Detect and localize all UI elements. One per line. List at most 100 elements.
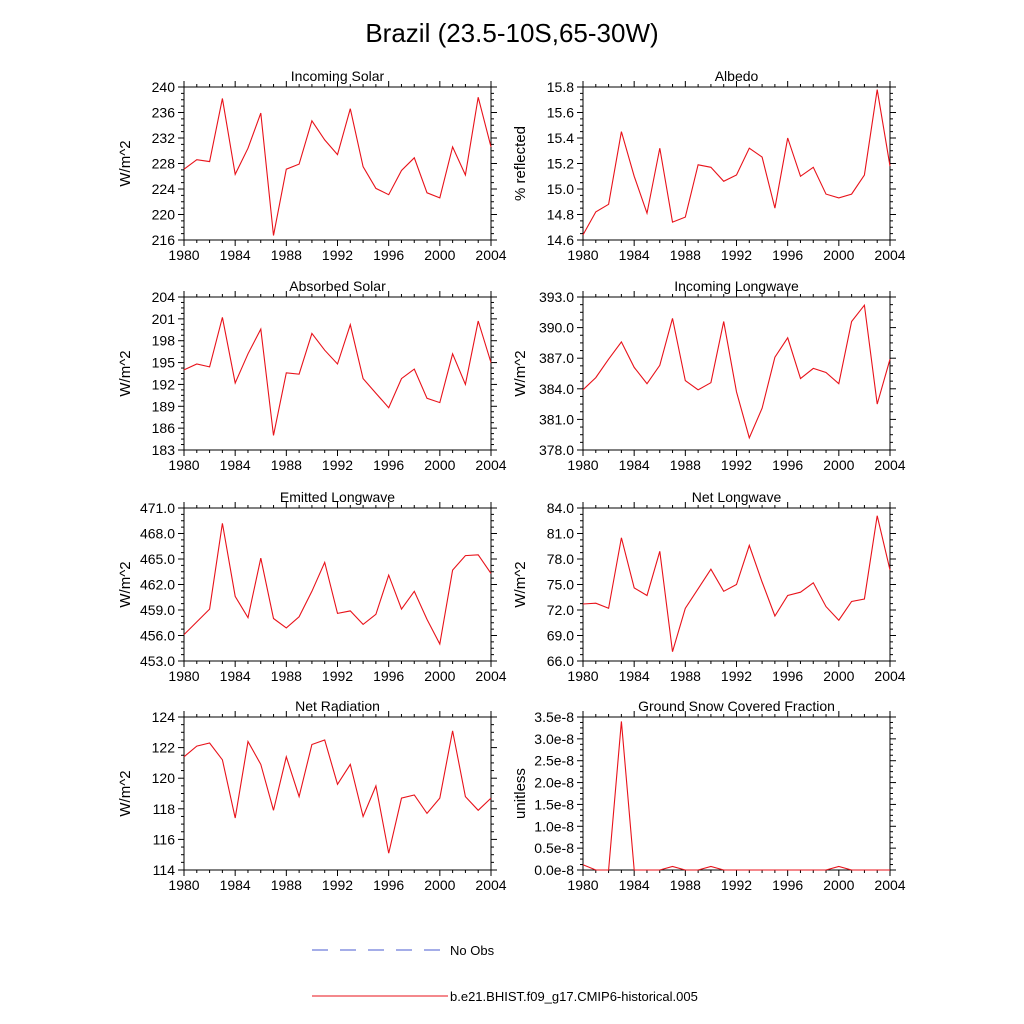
y-tick-label: 468.0 [140,526,175,542]
panel-incoming-longwave: Incoming Longwave 393.0 390.0 387.0 384.0 381… [512,278,906,473]
plot-frame [183,507,492,662]
y-tick-label: 14.8 [547,207,574,223]
x-tick-label: 1996 [373,877,404,893]
x-tick-label: 1992 [322,877,353,893]
y-tick-label: 14.6 [547,232,574,248]
x-tick-label: 2004 [475,457,506,473]
y-tick-label: 66.0 [547,653,574,669]
x-tick-label: 1980 [168,668,199,684]
y-tick-label: 0.5e-8 [534,840,574,856]
y-tick-label: 2.0e-8 [534,775,574,791]
y-axis-label: W/m^2 [117,561,134,607]
x-tick-label: 1992 [721,668,752,684]
series-line [582,89,891,236]
y-axis-label: W/m^2 [512,350,529,396]
x-tick-label: 1992 [721,247,752,263]
x-tick-label: 1996 [373,457,404,473]
y-tick-label: 122 [152,740,176,756]
y-tick-label: 118 [153,801,176,817]
x-tick-label: 1988 [271,668,302,684]
y-tick-label: 78.0 [547,551,574,567]
y-axis-label: W/m^2 [117,770,134,816]
y-tick-label: 220 [152,207,176,223]
x-tick-label: 1988 [670,247,701,263]
x-tick-label: 1980 [567,457,598,473]
x-tick-label: 1984 [220,668,251,684]
x-tick-label: 2004 [874,457,905,473]
y-tick-label: 15.0 [547,181,574,197]
y-axis-label: W/m^2 [117,350,134,396]
x-tick-label: 1980 [168,877,199,893]
y-tick-label: 124 [152,709,176,725]
x-tick-label: 1980 [567,877,598,893]
x-tick-label: 1992 [322,247,353,263]
y-tick-label: 15.2 [547,156,574,172]
legend-obs-label: No Obs [450,943,495,958]
plot-frame [582,296,891,451]
x-tick-label: 2000 [823,877,854,893]
x-tick-label: 1984 [220,457,251,473]
x-tick-label: 1980 [567,668,598,684]
plot-frame [183,86,492,241]
x-tick-label: 1988 [271,247,302,263]
y-tick-label: 201 [152,311,176,327]
y-tick-label: 120 [152,770,176,786]
x-tick-label: 2004 [475,668,506,684]
series-line [582,303,891,440]
x-tick-label: 1996 [373,247,404,263]
x-tick-label: 1988 [271,457,302,473]
y-tick-label: 0.0e-8 [534,862,574,878]
y-tick-label: 183 [152,442,176,458]
panel-title: Absorbed Solar [289,278,386,294]
y-tick-label: 189 [152,398,176,414]
x-tick-label: 1992 [721,457,752,473]
y-tick-label: 387.0 [539,350,574,366]
x-tick-label: 2004 [475,247,506,263]
x-tick-label: 1992 [721,877,752,893]
plot-frame [183,296,492,451]
x-tick-label: 1996 [772,668,803,684]
y-tick-label: 204 [152,289,176,305]
series-line [183,730,492,854]
y-tick-label: 84.0 [547,500,574,516]
y-axis-label: W/m^2 [512,561,529,607]
y-tick-label: 224 [152,181,176,197]
panel-title: Net Radiation [295,698,380,714]
y-tick-label: 232 [152,130,176,146]
series-line [582,515,891,652]
y-tick-label: 456.0 [140,628,175,644]
x-tick-label: 1996 [772,877,803,893]
panel-title: Albedo [715,68,759,84]
y-tick-label: 465.0 [140,551,175,567]
y-axis-label: unitless [512,768,529,819]
x-tick-label: 1980 [168,247,199,263]
series-line [183,523,492,646]
y-axis-label: % reflected [512,126,529,201]
panel-ground-snow-covered-fraction: Ground Snow Covered Fraction 3.5e-8 3.0e-8… [512,698,906,893]
y-tick-label: 390.0 [539,320,574,336]
x-tick-label: 1980 [168,457,199,473]
y-tick-label: 216 [152,232,176,248]
x-tick-label: 2000 [823,457,854,473]
x-tick-label: 2004 [874,877,905,893]
y-tick-label: 114 [153,862,176,878]
x-tick-label: 2000 [424,877,455,893]
x-tick-label: 2004 [874,247,905,263]
series-line [183,317,492,436]
plot-frame [582,86,891,241]
y-tick-label: 15.4 [547,130,574,146]
plot-frame [582,716,891,871]
y-tick-label: 471.0 [140,500,175,516]
panel-title: Incoming Longwave [674,278,799,294]
x-tick-label: 1996 [373,668,404,684]
y-tick-label: 3.5e-8 [534,709,574,725]
x-tick-label: 2004 [874,668,905,684]
y-tick-label: 3.0e-8 [534,731,574,747]
y-tick-label: 384.0 [539,381,574,397]
x-tick-label: 2000 [424,247,455,263]
x-tick-label: 2004 [475,877,506,893]
x-tick-label: 1984 [220,877,251,893]
